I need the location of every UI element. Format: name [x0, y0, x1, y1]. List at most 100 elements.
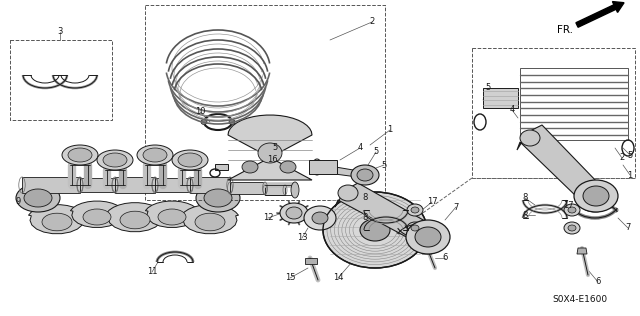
- Ellipse shape: [201, 119, 207, 125]
- Ellipse shape: [280, 161, 296, 173]
- Polygon shape: [265, 185, 285, 195]
- Ellipse shape: [16, 184, 60, 212]
- Text: 9: 9: [15, 198, 20, 206]
- Ellipse shape: [407, 204, 423, 216]
- Text: 8: 8: [362, 193, 368, 203]
- Text: 4: 4: [509, 106, 515, 114]
- Ellipse shape: [564, 204, 580, 216]
- Text: 16: 16: [267, 155, 277, 165]
- Text: 1: 1: [387, 125, 392, 135]
- Polygon shape: [305, 258, 317, 264]
- FancyArrow shape: [576, 2, 624, 27]
- Text: 17: 17: [427, 198, 437, 206]
- Ellipse shape: [564, 222, 580, 234]
- Text: 1: 1: [627, 171, 632, 179]
- Text: S0X4-E1600: S0X4-E1600: [552, 295, 607, 305]
- Ellipse shape: [351, 165, 379, 185]
- Ellipse shape: [357, 169, 373, 181]
- Polygon shape: [80, 178, 115, 192]
- Ellipse shape: [304, 206, 336, 230]
- Text: 5: 5: [485, 83, 491, 93]
- Text: 11: 11: [147, 268, 157, 276]
- Polygon shape: [517, 125, 605, 205]
- Ellipse shape: [242, 161, 258, 173]
- Text: 5: 5: [627, 150, 632, 160]
- Ellipse shape: [137, 145, 173, 165]
- Ellipse shape: [83, 209, 111, 225]
- Text: FR.: FR.: [557, 25, 573, 35]
- Polygon shape: [280, 165, 290, 171]
- Ellipse shape: [204, 189, 232, 207]
- Polygon shape: [28, 205, 86, 234]
- Polygon shape: [145, 201, 198, 228]
- Ellipse shape: [97, 150, 133, 170]
- Text: 7: 7: [625, 223, 630, 233]
- Ellipse shape: [574, 180, 618, 212]
- Text: 3: 3: [58, 27, 63, 37]
- Ellipse shape: [143, 148, 167, 162]
- Text: 5: 5: [373, 148, 379, 156]
- Polygon shape: [115, 177, 155, 193]
- Polygon shape: [309, 160, 337, 174]
- Text: 13: 13: [297, 234, 307, 242]
- Ellipse shape: [312, 212, 328, 224]
- Ellipse shape: [415, 227, 441, 247]
- Polygon shape: [190, 177, 230, 193]
- Text: 6: 6: [442, 253, 448, 263]
- Polygon shape: [182, 205, 239, 234]
- Text: 2: 2: [620, 154, 625, 162]
- Polygon shape: [106, 203, 164, 232]
- Ellipse shape: [158, 209, 186, 225]
- Ellipse shape: [286, 207, 302, 219]
- Ellipse shape: [24, 189, 52, 207]
- Ellipse shape: [411, 225, 419, 231]
- Text: 15: 15: [285, 274, 295, 283]
- Text: 14: 14: [333, 274, 343, 283]
- Text: 12: 12: [263, 214, 273, 222]
- Ellipse shape: [360, 219, 390, 241]
- Polygon shape: [228, 115, 312, 180]
- Ellipse shape: [120, 211, 150, 229]
- Ellipse shape: [583, 186, 609, 206]
- Ellipse shape: [323, 192, 427, 268]
- Polygon shape: [70, 201, 124, 228]
- Ellipse shape: [407, 222, 423, 234]
- Polygon shape: [422, 248, 432, 254]
- Text: 2: 2: [369, 17, 374, 27]
- Ellipse shape: [280, 203, 308, 223]
- Polygon shape: [483, 88, 518, 108]
- Ellipse shape: [568, 225, 576, 231]
- Ellipse shape: [520, 130, 540, 146]
- Text: 8: 8: [362, 214, 368, 222]
- Polygon shape: [22, 177, 80, 193]
- Ellipse shape: [68, 148, 92, 162]
- Polygon shape: [312, 163, 365, 178]
- Ellipse shape: [196, 184, 240, 212]
- Text: 5: 5: [381, 161, 387, 169]
- Ellipse shape: [568, 207, 576, 213]
- Ellipse shape: [172, 150, 208, 170]
- Polygon shape: [215, 164, 228, 170]
- Polygon shape: [335, 183, 438, 248]
- Ellipse shape: [338, 185, 358, 201]
- Polygon shape: [230, 182, 265, 194]
- Ellipse shape: [291, 182, 299, 198]
- Text: 6: 6: [595, 277, 601, 287]
- Text: 8: 8: [522, 210, 528, 220]
- Ellipse shape: [103, 153, 127, 167]
- Ellipse shape: [178, 153, 202, 167]
- Ellipse shape: [406, 220, 450, 254]
- Ellipse shape: [195, 213, 225, 231]
- Ellipse shape: [312, 159, 322, 175]
- Polygon shape: [155, 178, 190, 192]
- Ellipse shape: [42, 213, 72, 231]
- Text: 17: 17: [563, 200, 573, 210]
- Ellipse shape: [258, 143, 282, 163]
- Text: 7: 7: [453, 203, 459, 211]
- Polygon shape: [577, 248, 587, 254]
- Text: 5: 5: [273, 143, 278, 153]
- Text: 8: 8: [522, 193, 528, 203]
- Ellipse shape: [411, 207, 419, 213]
- Text: 4: 4: [357, 143, 363, 153]
- Text: 10: 10: [195, 107, 205, 117]
